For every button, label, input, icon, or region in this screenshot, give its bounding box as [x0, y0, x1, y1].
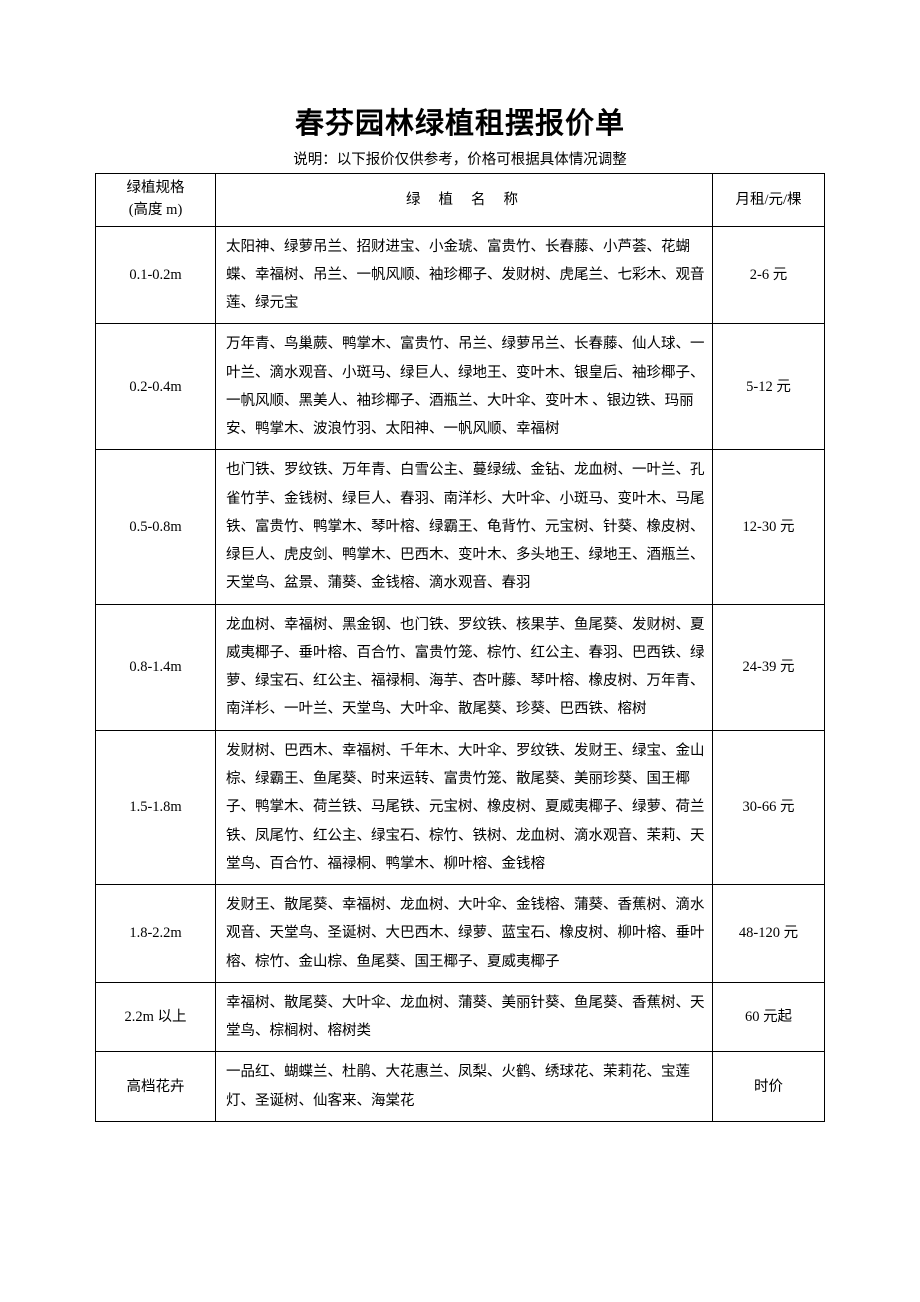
cell-spec: 高档花卉 [96, 1052, 216, 1122]
page-subtitle: 说明：以下报价仅供参考，价格可根据具体情况调整 [95, 148, 825, 169]
table-row: 0.1-0.2m 太阳神、绿萝吊兰、招财进宝、小金琥、富贵竹、长春藤、小芦荟、花… [96, 226, 825, 324]
cell-price: 12-30 元 [713, 450, 825, 604]
cell-price: 2-6 元 [713, 226, 825, 324]
table-row: 2.2m 以上 幸福树、散尾葵、大叶伞、龙血树、蒲葵、美丽针葵、鱼尾葵、香蕉树、… [96, 982, 825, 1052]
table-row: 0.2-0.4m 万年青、鸟巢蕨、鸭掌木、富贵竹、吊兰、绿萝吊兰、长春藤、仙人球… [96, 324, 825, 450]
header-name: 绿植名称 [216, 174, 713, 227]
cell-price: 60 元起 [713, 982, 825, 1052]
cell-names: 万年青、鸟巢蕨、鸭掌木、富贵竹、吊兰、绿萝吊兰、长春藤、仙人球、一叶兰、滴水观音… [216, 324, 713, 450]
table-header-row: 绿植规格 (高度 m) 绿植名称 月租/元/棵 [96, 174, 825, 227]
cell-names: 幸福树、散尾葵、大叶伞、龙血树、蒲葵、美丽针葵、鱼尾葵、香蕉树、天堂鸟、棕榈树、… [216, 982, 713, 1052]
cell-price: 48-120 元 [713, 885, 825, 983]
cell-names: 发财树、巴西木、幸福树、千年木、大叶伞、罗纹铁、发财王、绿宝、金山棕、绿霸王、鱼… [216, 730, 713, 884]
cell-names: 太阳神、绿萝吊兰、招财进宝、小金琥、富贵竹、长春藤、小芦荟、花蝴蝶、幸福树、吊兰… [216, 226, 713, 324]
table-row: 1.8-2.2m 发财王、散尾葵、幸福树、龙血树、大叶伞、金钱榕、蒲葵、香蕉树、… [96, 885, 825, 983]
price-table: 绿植规格 (高度 m) 绿植名称 月租/元/棵 0.1-0.2m 太阳神、绿萝吊… [95, 173, 825, 1122]
header-spec-line1: 绿植规格 [127, 180, 185, 196]
cell-price: 30-66 元 [713, 730, 825, 884]
header-spec: 绿植规格 (高度 m) [96, 174, 216, 227]
cell-spec: 0.2-0.4m [96, 324, 216, 450]
table-row: 0.5-0.8m 也门铁、罗纹铁、万年青、白雪公主、蔓绿绒、金钻、龙血树、一叶兰… [96, 450, 825, 604]
cell-spec: 0.8-1.4m [96, 604, 216, 730]
cell-names: 发财王、散尾葵、幸福树、龙血树、大叶伞、金钱榕、蒲葵、香蕉树、滴水观音、天堂鸟、… [216, 885, 713, 983]
page-title: 春芬园林绿植租摆报价单 [95, 100, 825, 142]
cell-price: 5-12 元 [713, 324, 825, 450]
cell-price: 24-39 元 [713, 604, 825, 730]
cell-names: 也门铁、罗纹铁、万年青、白雪公主、蔓绿绒、金钻、龙血树、一叶兰、孔雀竹芋、金钱树… [216, 450, 713, 604]
cell-spec: 2.2m 以上 [96, 982, 216, 1052]
cell-spec: 0.1-0.2m [96, 226, 216, 324]
cell-spec: 1.5-1.8m [96, 730, 216, 884]
table-row: 高档花卉 一品红、蝴蝶兰、杜鹃、大花惠兰、凤梨、火鹤、绣球花、茉莉花、宝莲灯、圣… [96, 1052, 825, 1122]
cell-spec: 1.8-2.2m [96, 885, 216, 983]
cell-names: 一品红、蝴蝶兰、杜鹃、大花惠兰、凤梨、火鹤、绣球花、茉莉花、宝莲灯、圣诞树、仙客… [216, 1052, 713, 1122]
header-price: 月租/元/棵 [713, 174, 825, 227]
cell-names: 龙血树、幸福树、黑金钢、也门铁、罗纹铁、核果芋、鱼尾葵、发财树、夏威夷椰子、垂叶… [216, 604, 713, 730]
header-spec-line2: (高度 m) [129, 202, 183, 218]
table-row: 1.5-1.8m 发财树、巴西木、幸福树、千年木、大叶伞、罗纹铁、发财王、绿宝、… [96, 730, 825, 884]
table-row: 0.8-1.4m 龙血树、幸福树、黑金钢、也门铁、罗纹铁、核果芋、鱼尾葵、发财树… [96, 604, 825, 730]
cell-spec: 0.5-0.8m [96, 450, 216, 604]
cell-price: 时价 [713, 1052, 825, 1122]
